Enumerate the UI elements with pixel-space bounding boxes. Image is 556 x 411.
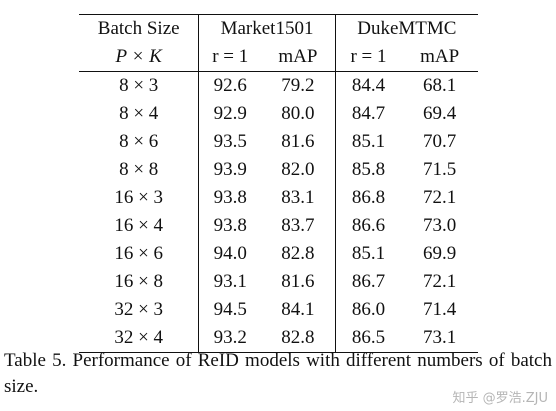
cell-market-rank1: 94.0 — [213, 243, 247, 264]
cell-duke-map: 73.0 — [423, 215, 457, 236]
cell-market-map: 82.8 — [261, 240, 336, 268]
header-duke-rank1: r = 1 — [350, 46, 387, 67]
cell-duke-map: 69.9 — [423, 243, 457, 264]
cell-market-rank1: 92.9 — [213, 103, 247, 124]
cell-market-rank1: 92.6 — [213, 75, 247, 96]
cell-batch-size: 32 × 4 — [79, 324, 200, 353]
cell-duke-map: 69.4 — [423, 103, 457, 124]
cell-duke-map: 71.4 — [423, 299, 457, 320]
cell-batch-size: 16 × 8 — [79, 268, 200, 296]
cell-market-map: 83.7 — [261, 212, 336, 240]
cell-market-map: 80.0 — [261, 100, 336, 128]
cell-market-rank1: 93.1 — [213, 271, 247, 292]
cell-duke-rank1: 86.8 — [351, 187, 386, 208]
cell-duke-rank1: 84.7 — [351, 103, 386, 124]
table-body: 8 × 3 92.6 79.2 84.4 68.1 8 × 4 92.9 80.0 84.7 69… — [79, 71, 478, 353]
cell-duke-rank1: 85.1 — [351, 243, 386, 264]
cell-duke-map: 73.1 — [423, 327, 457, 348]
cell-duke-rank1: 86.7 — [351, 271, 386, 292]
header-market-rank1: r = 1 — [212, 46, 249, 67]
table-row: 8 × 4 92.9 80.0 84.7 69.4 — [79, 100, 478, 128]
table-row: 16 × 4 93.8 83.7 86.6 73.0 — [79, 212, 478, 240]
header-p-times-k: P × K — [79, 43, 200, 72]
header-dukemtmc: DukeMTMC — [357, 18, 457, 39]
cell-batch-size: 8 × 6 — [79, 128, 200, 156]
table-row: 32 × 4 93.2 82.8 86.5 73.1 — [79, 324, 478, 353]
cell-duke-map: 70.7 — [423, 131, 457, 152]
cell-duke-rank1: 86.5 — [351, 327, 386, 348]
cell-duke-rank1: 84.4 — [351, 75, 386, 96]
cell-market-rank1: 93.8 — [213, 187, 247, 208]
cell-batch-size: 8 × 3 — [79, 71, 200, 100]
cell-market-map: 81.6 — [261, 128, 336, 156]
cell-market-map: 79.2 — [261, 71, 336, 100]
cell-market-rank1: 93.8 — [213, 215, 247, 236]
cell-duke-rank1: 86.6 — [351, 215, 386, 236]
table-row: 8 × 8 93.9 82.0 85.8 71.5 — [79, 156, 478, 184]
cell-market-rank1: 93.5 — [213, 131, 247, 152]
table-row: 16 × 6 94.0 82.8 85.1 69.9 — [79, 240, 478, 268]
table-caption: Table 5. Performance of ReID models with… — [4, 350, 552, 397]
cell-duke-map: 71.5 — [423, 159, 457, 180]
header-market-map: mAP — [261, 43, 336, 72]
cell-batch-size: 16 × 4 — [79, 212, 200, 240]
cell-duke-rank1: 85.1 — [351, 131, 386, 152]
cell-duke-rank1: 86.0 — [351, 299, 386, 320]
cell-market-rank1: 94.5 — [213, 299, 247, 320]
table-row: 8 × 3 92.6 79.2 84.4 68.1 — [79, 71, 478, 100]
cell-batch-size: 8 × 4 — [79, 100, 200, 128]
table-row: 16 × 3 93.8 83.1 86.8 72.1 — [79, 184, 478, 212]
cell-duke-map: 72.1 — [423, 187, 457, 208]
cell-market-map: 83.1 — [261, 184, 336, 212]
results-table-container: Batch Size Market1501 DukeMTMC P × K r =… — [79, 14, 478, 353]
cell-batch-size: 16 × 6 — [79, 240, 200, 268]
cell-duke-rank1: 85.8 — [351, 159, 386, 180]
cell-market-map: 82.8 — [261, 324, 336, 353]
header-market1501: Market1501 — [198, 14, 336, 43]
table-row: 8 × 6 93.5 81.6 85.1 70.7 — [79, 128, 478, 156]
header-row-1: Batch Size Market1501 DukeMTMC — [79, 14, 478, 43]
cell-duke-map: 72.1 — [423, 271, 457, 292]
cell-market-rank1: 93.9 — [213, 159, 247, 180]
table-row: 16 × 8 93.1 81.6 86.7 72.1 — [79, 268, 478, 296]
header-duke-map: mAP — [420, 46, 460, 67]
cell-market-map: 81.6 — [261, 268, 336, 296]
cell-batch-size: 16 × 3 — [79, 184, 200, 212]
table-row: 32 × 3 94.5 84.1 86.0 71.4 — [79, 296, 478, 324]
cell-market-rank1: 93.2 — [213, 327, 247, 348]
header-batch-size: Batch Size — [79, 14, 200, 43]
cell-batch-size: 8 × 8 — [79, 156, 200, 184]
results-table: Batch Size Market1501 DukeMTMC P × K r =… — [79, 14, 478, 353]
cell-duke-map: 68.1 — [423, 75, 457, 96]
header-row-2: P × K r = 1 mAP r = 1 mAP — [79, 43, 478, 72]
cell-market-map: 84.1 — [261, 296, 336, 324]
cell-market-map: 82.0 — [261, 156, 336, 184]
cell-batch-size: 32 × 3 — [79, 296, 200, 324]
watermark: 知乎 @罗浩.ZJU — [452, 391, 548, 406]
